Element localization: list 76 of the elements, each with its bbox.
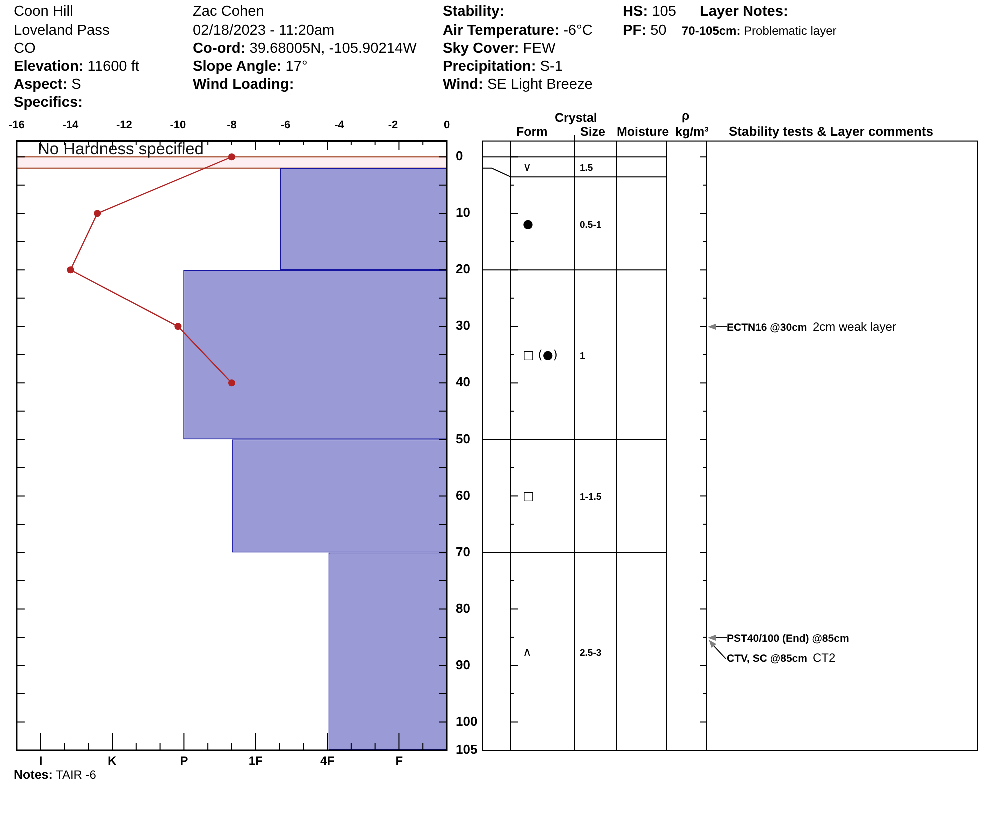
point [228, 380, 236, 387]
x2-tick-label: -6 [280, 120, 291, 132]
text: Size [580, 125, 606, 139]
text: Sky Cover: FEW [443, 40, 556, 57]
text: 70-105cm: Problematic layer [682, 24, 837, 38]
text: ∧ [523, 644, 532, 659]
text: Elevation: 11600 ft [14, 58, 140, 75]
x2-tick-label: -12 [116, 120, 132, 132]
x2-tick-label: -4 [334, 120, 346, 132]
text: F [396, 754, 404, 768]
text: Precipitation: S-1 [443, 58, 564, 75]
y-tick-label: 40 [456, 374, 470, 390]
x2-tick-label: 0 [444, 120, 450, 132]
text: □ (●) [523, 348, 558, 362]
text: Zac Cohen [193, 4, 264, 20]
x2-tick-label: -2 [388, 120, 398, 132]
point [174, 323, 182, 330]
x2-tick-label: -10 [170, 120, 186, 132]
text: 4F [320, 754, 335, 768]
y-tick-label: 105 [456, 742, 478, 758]
text: 1-1.5 [580, 492, 602, 504]
band-label: No Hardness specified [38, 140, 204, 159]
text: ρ [682, 109, 690, 123]
y-tick-label: 50 [456, 431, 470, 446]
text: 1.5 [580, 163, 594, 174]
y-tick-label: 100 [456, 714, 478, 729]
text: Layer Notes: [700, 4, 788, 20]
text: Stability: [443, 4, 505, 20]
x2-tick-label: -16 [8, 120, 25, 132]
y-tick-label: 80 [456, 600, 470, 616]
text: K [108, 754, 117, 768]
point [228, 154, 236, 161]
y-tick-label: 90 [456, 657, 470, 672]
text: CT2 [813, 650, 836, 664]
text: PF: 50 [623, 22, 667, 38]
text: 2cm weak layer [813, 320, 896, 334]
text: ∨ [523, 160, 532, 174]
text: Wind Loading: [193, 77, 294, 94]
text: P [180, 754, 188, 768]
text: Crystal [555, 111, 598, 125]
point [94, 210, 102, 218]
text: □ [523, 489, 534, 504]
y-tick-label: 70 [456, 544, 470, 560]
y-tick-label: 30 [456, 318, 470, 334]
text: 1 [580, 350, 586, 362]
y-tick-label: 60 [456, 488, 470, 503]
text: I [39, 754, 43, 768]
text: Aspect: S [14, 77, 82, 94]
text: Wind: SE Light Breeze [443, 77, 593, 94]
text: CO [14, 40, 36, 57]
text: Coon Hill [14, 4, 74, 20]
text: 02/18/2023 - 11:20am [193, 22, 335, 38]
text: Moisture [617, 125, 670, 139]
text: PST40/100 (End) @85cm [727, 632, 850, 644]
text: 1F [248, 754, 263, 768]
text: Air Temperature: -6°C [443, 22, 593, 38]
y-tick-label: 20 [456, 262, 470, 277]
text: HS: 105 [623, 4, 677, 20]
point [67, 266, 74, 274]
text: Stability tests & Layer comments [729, 124, 934, 139]
text: Co-ord: 39.68005N, -105.90214W [193, 40, 417, 57]
text: Form [516, 125, 548, 139]
x2-tick-label: -8 [227, 120, 237, 132]
text: 2.5-3 [580, 648, 602, 659]
y-tick-label: 10 [456, 205, 470, 220]
text: 0.5-1 [580, 220, 602, 231]
text: CTV, SC @85cm [727, 652, 808, 664]
x2-tick-label: -14 [62, 120, 80, 132]
text: kg/m³ [676, 125, 709, 139]
text: Slope Angle: 17° [193, 58, 308, 75]
y-tick-label: 0 [456, 148, 464, 164]
text: Notes: TAIR -6 [14, 768, 96, 782]
text: Loveland Pass [14, 22, 110, 38]
text: ECTN16 @30cm [727, 322, 808, 334]
text: Specifics: [14, 95, 83, 112]
text: ● [523, 216, 534, 231]
